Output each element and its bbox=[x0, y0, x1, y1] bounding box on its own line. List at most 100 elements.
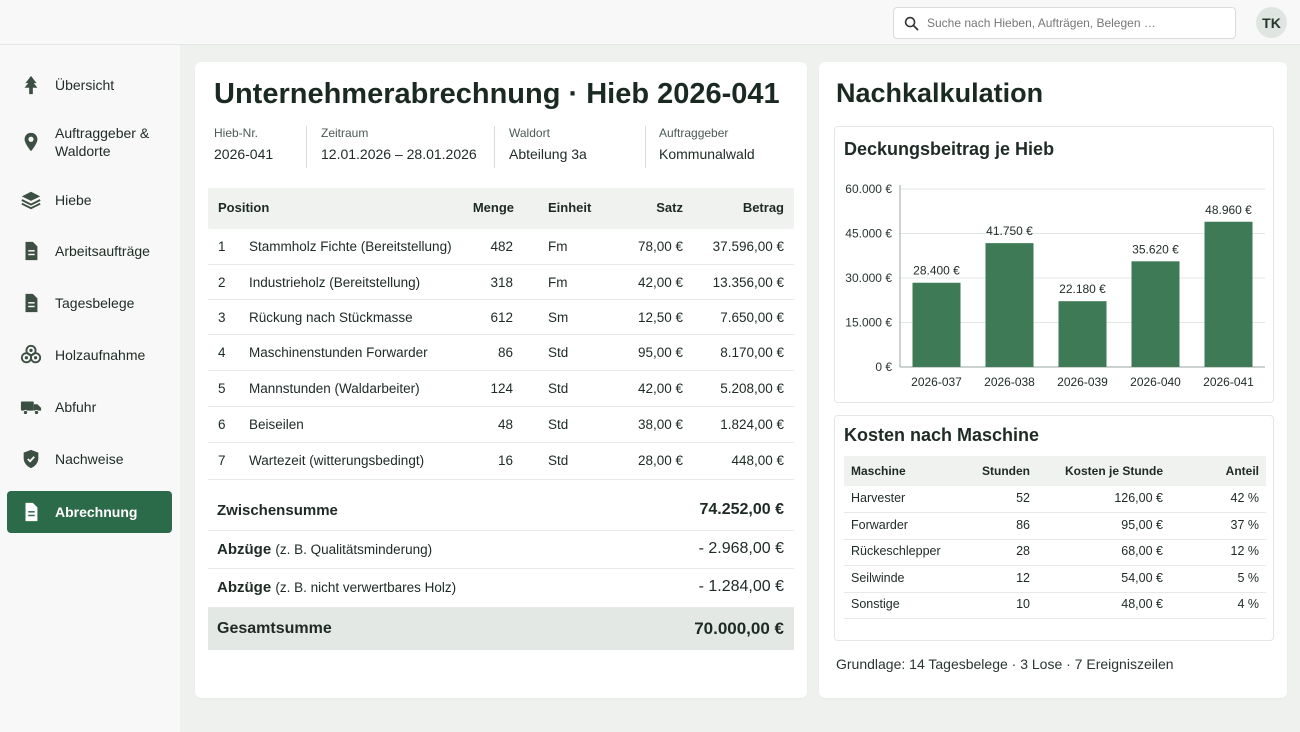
sidebar-item-label: Übersicht bbox=[55, 77, 115, 93]
row-menge: 48 bbox=[497, 417, 513, 432]
machine-row: Seilwinde 12 54,00 € 5 % bbox=[844, 566, 1266, 593]
page-title: Unternehmerabrechnung · Hieb 2026-041 bbox=[214, 78, 780, 110]
sidebar-item-label: Auftraggeber & Waldorte bbox=[55, 125, 150, 159]
chart-panel: Deckungsbeitrag je Hieb 0 € 15.000 € 30.00… bbox=[834, 126, 1274, 403]
y-tick-label: 60.000 € bbox=[845, 182, 892, 196]
machine-table-header: Maschine Stunden Kosten je Stunde Anteil bbox=[844, 456, 1266, 486]
x-tick-label: 2026-037 bbox=[911, 375, 962, 389]
column-header-menge: Menge bbox=[472, 200, 514, 215]
machine-cost: 48,00 € bbox=[1121, 597, 1163, 612]
row-satz: 28,00 € bbox=[637, 453, 683, 468]
machine-cost-title: Kosten nach Maschine bbox=[844, 425, 1040, 445]
column-header-einheit: Einheit bbox=[548, 200, 592, 215]
row-betrag: 37.596,00 € bbox=[712, 239, 784, 254]
column-header-satz: Satz bbox=[656, 200, 683, 215]
deduction-row: Abzüge (z. B. Qualitätsminderung) - 2.96… bbox=[208, 531, 794, 569]
sidebar-item-label: Abrechnung bbox=[55, 504, 138, 520]
sidebar-item-label: Arbeitsaufträge bbox=[55, 243, 150, 259]
sidebar-item-abfuhr[interactable]: Abfuhr bbox=[7, 389, 172, 425]
row-satz: 42,00 € bbox=[637, 381, 683, 396]
row-betrag: 13.356,00 € bbox=[712, 275, 784, 290]
sidebar-item-auftraggeber[interactable]: Auftraggeber & Waldorte bbox=[7, 117, 172, 167]
y-tick-label: 45.000 € bbox=[845, 227, 892, 241]
row-betrag: 448,00 € bbox=[731, 453, 784, 468]
sidebar-item-nachweise[interactable]: Nachweise bbox=[7, 441, 172, 477]
machine-cost: 54,00 € bbox=[1121, 570, 1163, 585]
row-description: Rückung nach Stückmasse bbox=[249, 310, 413, 325]
machine-share: 12 % bbox=[1230, 544, 1260, 559]
chart-title: Deckungsbeitrag je Hieb bbox=[844, 139, 1055, 159]
sidebar-item-abrechnung[interactable]: Abrechnung bbox=[7, 491, 172, 533]
row-description: Beiseilen bbox=[249, 417, 304, 432]
bar bbox=[985, 243, 1034, 367]
bar bbox=[1204, 221, 1253, 367]
total-row: Gesamtsumme 70.000,00 € bbox=[208, 608, 794, 650]
truck-icon bbox=[19, 395, 43, 419]
column-header-maschine: Maschine bbox=[851, 464, 906, 478]
table-row: 3 Rückung nach Stückmasse 612 Sm 12,50 € 7.65… bbox=[208, 300, 794, 335]
divider bbox=[494, 126, 495, 168]
sidebar-item-label: Hiebe bbox=[55, 192, 92, 208]
invoice-card: Unternehmerabrechnung · Hieb 2026-041 Hi… bbox=[195, 62, 807, 698]
x-tick-label: 2026-038 bbox=[984, 375, 1035, 389]
row-description: Stammholz Fichte (Bereitstellung) bbox=[249, 239, 452, 254]
search-icon bbox=[904, 16, 919, 30]
total-label: Gesamtsumme bbox=[217, 620, 332, 637]
sidebar-item-holzaufnahme[interactable]: Holzaufnahme bbox=[7, 337, 172, 373]
row-satz: 42,00 € bbox=[637, 275, 683, 290]
machine-row: Rückeschlepper 28 68,00 € 12 % bbox=[844, 539, 1266, 567]
bar-value-label: 28.400 € bbox=[913, 264, 960, 278]
meta-zeitraum: Zeitraum 12.01.2026 – 28.01.2026 bbox=[321, 126, 477, 162]
sidebar-item-hiebe[interactable]: Hiebe bbox=[7, 182, 172, 218]
table-row: 7 Wartezeit (witterungsbedingt) 16 Std 28,00… bbox=[208, 443, 794, 480]
divider bbox=[306, 126, 307, 168]
machine-hours: 12 bbox=[1016, 570, 1030, 585]
machine-share: 42 % bbox=[1230, 491, 1260, 505]
machine-cost-panel: Kosten nach Maschine Maschine Stunden Ko… bbox=[834, 415, 1274, 641]
subtotal-value: 74.252,00 € bbox=[699, 501, 784, 518]
row-satz: 38,00 € bbox=[637, 417, 683, 432]
row-betrag: 7.650,00 € bbox=[720, 310, 784, 325]
table-row: 1 Stammholz Fichte (Bereitstellung) 482 Fm 7… bbox=[208, 229, 794, 265]
row-menge: 612 bbox=[490, 310, 513, 325]
row-menge: 124 bbox=[490, 381, 513, 396]
document-icon bbox=[19, 500, 43, 524]
row-number: 6 bbox=[218, 417, 226, 432]
table-header: Position Menge Einheit Satz Betrag bbox=[208, 188, 794, 229]
row-description: Wartezeit (witterungsbedingt) bbox=[249, 453, 425, 468]
tree-icon bbox=[19, 73, 43, 97]
search-input[interactable] bbox=[927, 16, 1217, 30]
row-menge: 16 bbox=[497, 453, 513, 468]
row-number: 1 bbox=[218, 239, 226, 254]
avatar[interactable]: TK bbox=[1256, 7, 1287, 38]
bar-value-label: 22.180 € bbox=[1059, 282, 1106, 296]
column-header-position: Position bbox=[218, 200, 270, 215]
row-einheit: Std bbox=[548, 381, 569, 396]
column-header-kosten: Kosten je Stunde bbox=[1064, 464, 1163, 478]
footnote: Grundlage: 14 Tagesbelege · 3 Lose · 7 E… bbox=[836, 656, 1174, 672]
row-number: 5 bbox=[218, 381, 226, 396]
row-einheit: Std bbox=[548, 417, 569, 432]
machine-hours: 28 bbox=[1016, 544, 1030, 559]
meta-hieb-nr: Hieb-Nr. 2026-041 bbox=[214, 126, 274, 162]
deduction-label: Abzüge (z. B. Qualitätsminderung) bbox=[217, 541, 433, 558]
row-einheit: Std bbox=[548, 453, 569, 468]
row-einheit: Fm bbox=[548, 275, 568, 290]
deduction-row: Abzüge (z. B. nicht verwertbares Holz) -… bbox=[208, 569, 794, 608]
sidebar-item-arbeitsauftraege[interactable]: Arbeitsaufträge bbox=[7, 233, 172, 269]
sidebar-item-tagesbelege[interactable]: Tagesbelege bbox=[7, 285, 172, 321]
machine-name: Harvester bbox=[851, 491, 906, 505]
machine-cost: 95,00 € bbox=[1121, 517, 1163, 532]
sidebar-item-uebersicht[interactable]: Übersicht bbox=[7, 67, 172, 103]
subtotal-label: Zwischensumme bbox=[217, 502, 338, 519]
subtotal-row: Zwischensumme 74.252,00 € bbox=[208, 492, 794, 531]
sidebar-item-label: Abfuhr bbox=[55, 399, 97, 415]
bar bbox=[1058, 301, 1107, 367]
row-number: 4 bbox=[218, 345, 226, 360]
search-box[interactable] bbox=[893, 7, 1236, 39]
table-row: 5 Mannstunden (Waldarbeiter) 124 Std 42,00 €… bbox=[208, 371, 794, 407]
machine-cost: 126,00 € bbox=[1114, 491, 1163, 505]
row-description: Industrieholz (Bereitstellung) bbox=[249, 275, 421, 290]
machine-name: Rückeschlepper bbox=[851, 544, 941, 559]
machine-cost: 68,00 € bbox=[1121, 544, 1163, 559]
